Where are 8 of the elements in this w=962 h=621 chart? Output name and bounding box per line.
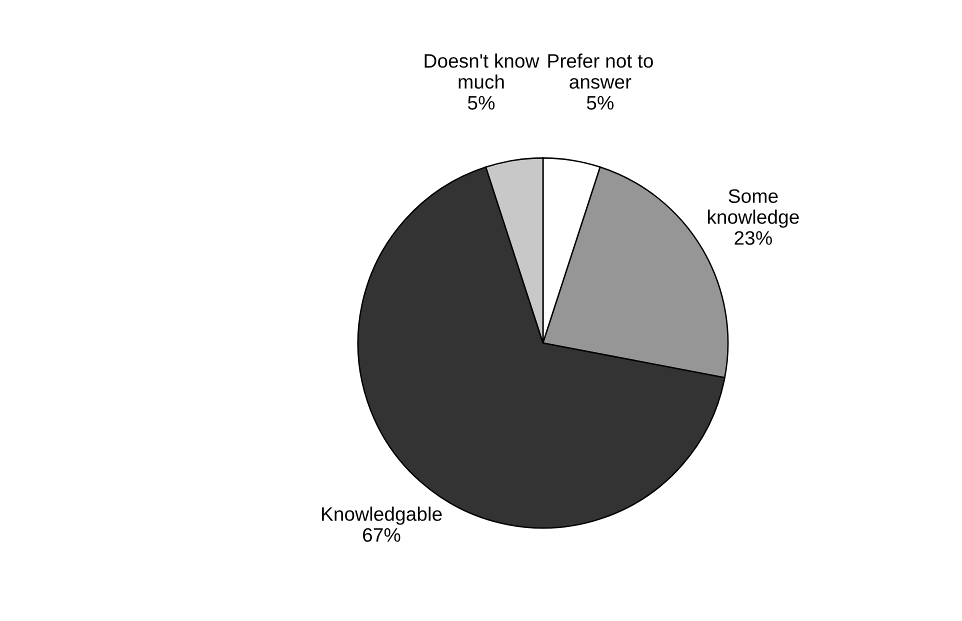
data-label: 67%	[363, 528, 400, 542]
data-label: 5%	[586, 96, 614, 110]
data-label: 23%	[734, 231, 772, 245]
slice-label: Knowledgable	[322, 506, 442, 525]
slice-label: Prefer not to answer	[548, 54, 653, 89]
slice-label: Some knowledge	[708, 189, 799, 228]
slice-label: Doesn't know much	[424, 54, 540, 89]
data-label: 5%	[468, 96, 495, 110]
